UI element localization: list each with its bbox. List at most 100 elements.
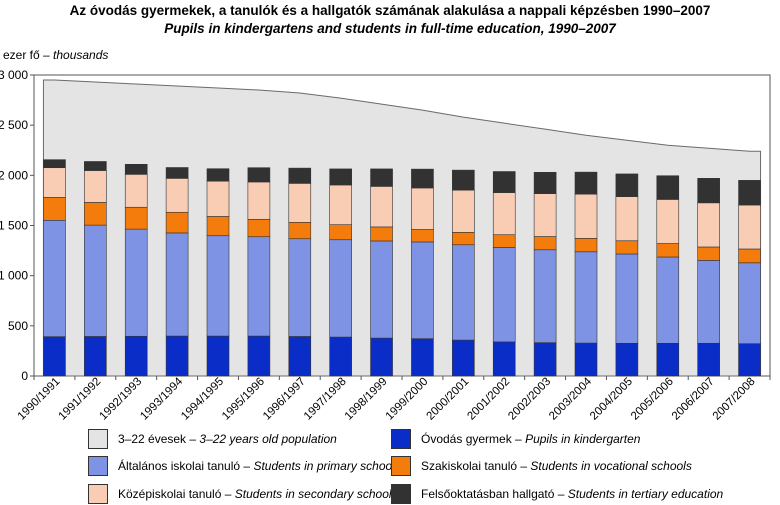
bar-segment-kindergarten	[615, 342, 639, 377]
bar-segment-kindergarten	[247, 335, 271, 377]
bar-segment-vocational	[43, 197, 66, 221]
bar-segment-tertiary	[452, 169, 475, 191]
bar-segment-primary	[329, 239, 352, 338]
bar-segment-kindergarten	[492, 341, 516, 377]
bar-segment-secondary	[411, 187, 434, 230]
bar-segment-tertiary	[165, 167, 189, 179]
bar-segment-vocational	[165, 211, 189, 234]
legend-label-hu: Általános iskolai tanuló –	[118, 459, 251, 473]
bar-segment-primary	[738, 262, 761, 344]
legend-label-hu: Óvodás gyermek –	[421, 432, 522, 446]
legend-item-population: 3–22 évesek – 3–22 years old population	[88, 428, 337, 450]
bar-segment-tertiary	[370, 168, 393, 187]
legend-swatch-vocational	[391, 456, 411, 476]
legend-item-secondary: Középiskolai tanuló – Students in second…	[88, 483, 398, 505]
x-tick-label: 1993/1994	[138, 375, 185, 420]
population-area	[42, 79, 762, 377]
bar-segment-kindergarten	[411, 338, 434, 377]
bar-segment-secondary	[452, 189, 475, 233]
bar-segment-vocational	[574, 238, 598, 253]
bar-segment-secondary	[492, 192, 516, 236]
bar-segment-secondary	[165, 178, 189, 213]
bar-segment-secondary	[43, 167, 66, 198]
bar-segment-primary	[43, 219, 66, 337]
legend-label-en: Pupils in kindergarten	[525, 432, 641, 446]
legend-item-vocational: Szakiskolai tanuló – Students in vocatio…	[391, 455, 692, 477]
bar-segment-primary	[124, 228, 148, 337]
bar-segment-primary	[533, 249, 557, 343]
x-tick-label: 1994/1995	[179, 376, 226, 420]
chart-title-hungarian: Az óvodás gyermekek, a tanulók és a hall…	[69, 3, 711, 18]
bar-segment-kindergarten	[329, 336, 352, 377]
x-tick-label: 1992/1993	[97, 376, 144, 420]
bar-segment-primary	[370, 240, 393, 339]
bar-segment-secondary	[656, 199, 680, 244]
bar-segment-vocational	[452, 232, 475, 246]
bar-segment-tertiary	[329, 168, 352, 186]
bar-segment-secondary	[370, 186, 393, 228]
y-tick-label: 1 000	[0, 269, 28, 283]
bar-segment-vocational	[370, 226, 393, 242]
bar-segment-primary	[697, 260, 720, 344]
bar-segment-kindergarten	[124, 335, 148, 377]
legend-label-hu: 3–22 évesek –	[118, 432, 197, 446]
legend-item-kindergarten: Óvodás gyermek – Pupils in kindergarten	[391, 428, 640, 450]
bar-segment-primary	[247, 236, 271, 337]
bar-segment-tertiary	[288, 167, 312, 184]
legend-swatch-primary	[88, 456, 108, 476]
legend-label-hu: Középiskolai tanuló –	[118, 487, 232, 501]
bar-segment-kindergarten	[738, 343, 761, 377]
bar-segment-primary	[165, 232, 189, 337]
bar-segment-primary	[615, 253, 639, 344]
bar-segment-kindergarten	[206, 335, 230, 377]
bar-segment-secondary	[738, 204, 761, 250]
legend-label-en: Students in vocational schools	[530, 459, 692, 473]
bar-segment-tertiary	[247, 167, 271, 183]
bar-segment-kindergarten	[452, 339, 475, 377]
legend-swatch-tertiary	[391, 484, 411, 504]
bar-segment-secondary	[574, 193, 598, 239]
bar-segment-secondary	[329, 184, 352, 225]
x-tick-label: 2000/2001	[425, 376, 472, 420]
legend-label-en: 3–22 years old population	[199, 432, 337, 446]
bar-segment-vocational	[697, 246, 720, 261]
bar-segment-vocational	[492, 234, 516, 248]
bar-segment-kindergarten	[656, 342, 680, 377]
bar-segment-secondary	[615, 196, 639, 242]
bar-segment-vocational	[124, 206, 148, 230]
bar-segment-kindergarten	[697, 342, 720, 377]
bar-segment-tertiary	[124, 163, 148, 175]
bar-segment-vocational	[656, 243, 680, 258]
bar-segment-tertiary	[492, 171, 516, 193]
bar-segment-kindergarten	[533, 342, 557, 377]
bar-segment-primary	[452, 244, 475, 341]
bar-segment-vocational	[533, 236, 557, 251]
bar-segment-vocational	[247, 218, 271, 238]
bar-segment-vocational	[206, 216, 230, 237]
bar-segment-tertiary	[533, 172, 557, 194]
bar-segment-kindergarten	[43, 336, 66, 377]
bar-segment-tertiary	[206, 168, 230, 182]
x-tick-label: 2006/2007	[670, 376, 717, 420]
y-tick-label: 0	[21, 369, 28, 383]
y-tick-label: 500	[8, 319, 28, 333]
y-axis-label: ezer fő – thousands	[3, 48, 108, 62]
bar-segment-kindergarten	[288, 336, 312, 377]
bar-segment-kindergarten	[84, 336, 107, 377]
bar-segment-vocational	[329, 224, 352, 241]
bar-segment-secondary	[697, 202, 720, 248]
x-tick-label: 2007/2008	[711, 376, 758, 420]
x-tick-label: 2004/2005	[588, 376, 635, 420]
legend-label-en: Students in tertiary education	[567, 487, 724, 501]
legend-swatch-kindergarten	[391, 429, 411, 449]
x-tick-label: 2003/2004	[547, 375, 594, 420]
bar-segment-secondary	[533, 193, 557, 237]
bar-segment-tertiary	[656, 175, 680, 200]
bar-segment-kindergarten	[574, 342, 598, 377]
bar-segment-primary	[288, 238, 312, 337]
x-tick-label: 2005/2006	[629, 376, 676, 420]
bar-segment-vocational	[738, 248, 761, 264]
legend-swatch-population	[88, 429, 108, 449]
y-tick-label: 2 000	[0, 168, 28, 182]
chart-title-english: Pupils in kindergartens and students in …	[164, 21, 616, 36]
